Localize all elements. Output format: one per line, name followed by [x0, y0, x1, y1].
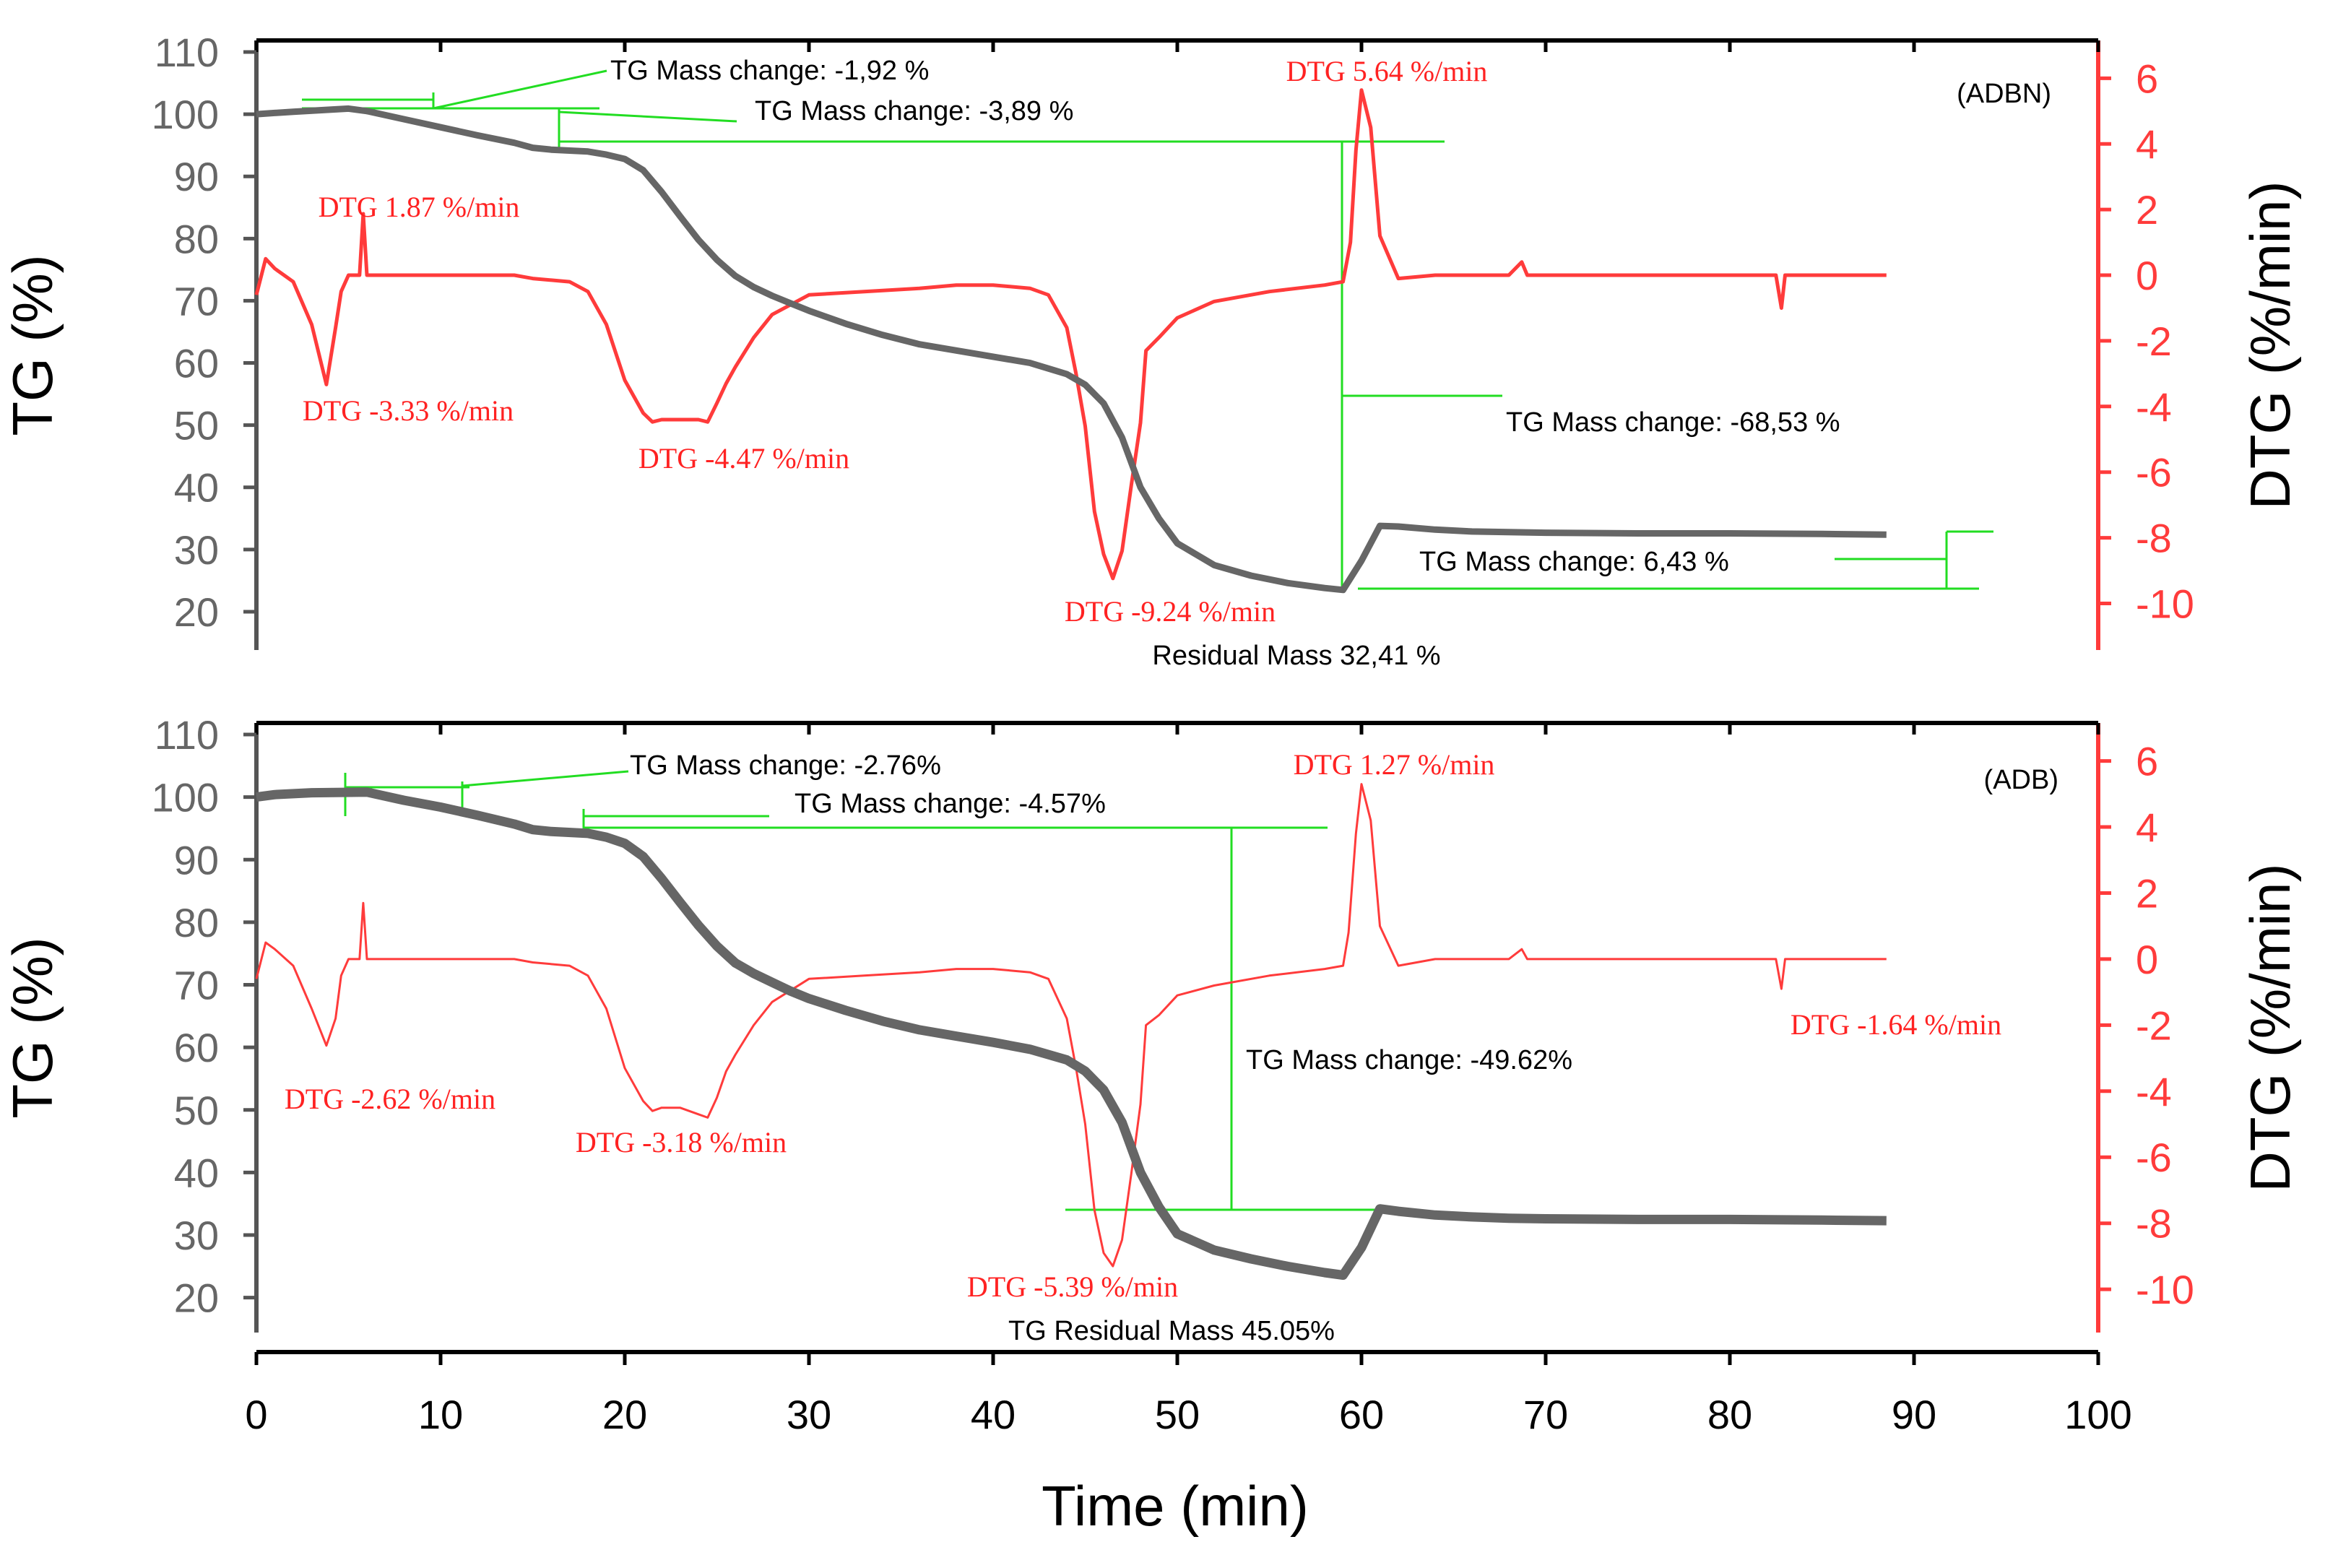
right-y-axis-title: DTG (%/min) [2238, 181, 2302, 510]
right-y-tick-label: 2 [2136, 870, 2158, 916]
dtg-series-line [254, 88, 1887, 581]
tg-annotation: TG Mass change: 6,43 % [1419, 547, 1729, 577]
left-y-tick-label: 90 [174, 837, 219, 883]
right-y-tick-label: -10 [2136, 1267, 2194, 1312]
left-y-tick-label: 20 [174, 589, 219, 635]
right-y-tick-label: 6 [2136, 56, 2158, 101]
x-tick-label: 60 [1339, 1392, 1384, 1437]
left-y-tick-label: 40 [174, 1150, 219, 1195]
dtg-annotation: DTG -4.47 %/min [638, 442, 849, 475]
dtg-annotation: DTG 5.64 %/min [1286, 55, 1488, 87]
left-y-tick-label: 80 [174, 900, 219, 945]
left-y-tick-label: 30 [174, 1213, 219, 1258]
tg-annotation: (ADBN) [1957, 79, 2051, 109]
dtg-annotation: DTG -2.62 %/min [285, 1083, 495, 1115]
right-y-tick-label: -4 [2136, 1069, 2172, 1114]
x-tick-label: 100 [2064, 1392, 2131, 1437]
annotation-guide-line [462, 770, 629, 787]
panel-adb: 11010090807060504030206420-2-4-6-8-10TG … [1, 712, 2302, 1346]
right-y-tick-label: 6 [2136, 739, 2158, 784]
x-tick-label: 70 [1523, 1392, 1568, 1437]
left-y-tick-label: 70 [174, 963, 219, 1008]
left-y-tick-label: 110 [155, 30, 219, 75]
tg-annotation: (ADB) [1984, 765, 2058, 795]
tg-annotation: TG Mass change: -68,53 % [1506, 407, 1840, 438]
dtg-annotation: DTG 1.27 %/min [1294, 748, 1495, 781]
left-y-tick-label: 50 [174, 1088, 219, 1133]
right-y-tick-label: -4 [2136, 384, 2172, 430]
tg-annotation: TG Mass change: -49.62% [1246, 1045, 1572, 1075]
x-tick-label: 0 [245, 1392, 267, 1437]
tg-series-line [256, 105, 1887, 594]
annotation-guide-line [558, 111, 737, 123]
right-y-tick-label: -6 [2136, 1135, 2172, 1180]
left-y-tick-label: 50 [174, 403, 219, 449]
dtg-annotation: DTG -5.39 %/min [967, 1270, 1178, 1303]
left-y-axis-title: TG (%) [1, 937, 64, 1118]
left-y-tick-label: 100 [152, 92, 219, 137]
tg-series-line [256, 787, 1887, 1280]
tg-annotation: TG Mass change: -2.76% [630, 750, 941, 781]
right-y-tick-label: -8 [2136, 1201, 2172, 1247]
dtg-annotation: DTG -3.18 %/min [576, 1126, 787, 1158]
right-y-tick-label: 2 [2136, 187, 2158, 233]
right-y-tick-label: 0 [2136, 937, 2158, 982]
left-y-tick-label: 40 [174, 465, 219, 511]
annotation-guide-line [433, 69, 607, 110]
x-tick-label: 40 [971, 1392, 1016, 1437]
tg-annotation: Residual Mass 32,41 % [1152, 641, 1440, 671]
x-tick-label: 80 [1707, 1392, 1752, 1437]
tg-annotation: TG Residual Mass 45.05% [1008, 1316, 1335, 1346]
right-y-tick-label: -2 [2136, 319, 2172, 364]
left-y-tick-label: 80 [174, 216, 219, 261]
right-y-tick-label: -2 [2136, 1002, 2172, 1048]
left-y-tick-label: 110 [155, 712, 219, 758]
left-y-tick-label: 60 [174, 1025, 219, 1070]
x-tick-label: 90 [1892, 1392, 1936, 1437]
shared-x-axis: 0 10 20 30 40 50 60 70 80 90 100 [245, 1350, 2132, 1437]
dtg-series-line [255, 783, 1887, 1268]
panel-adbn: 11010090807060504030206420-2-4-6-8-10TG … [1, 30, 2302, 671]
left-y-tick-label: 20 [174, 1275, 219, 1321]
dtg-annotation: DTG -3.33 %/min [303, 394, 514, 427]
left-y-axis-title: TG (%) [1, 254, 64, 436]
x-tick-label: 10 [418, 1392, 463, 1437]
tg-annotation: TG Mass change: -1,92 % [610, 56, 929, 86]
right-y-tick-label: -6 [2136, 450, 2172, 495]
dtg-annotation: DTG -9.24 %/min [1065, 595, 1276, 628]
right-y-tick-label: 4 [2136, 121, 2158, 167]
x-tick-label: 20 [602, 1392, 647, 1437]
x-axis-title: Time (min) [1042, 1474, 1309, 1538]
left-y-tick-label: 60 [174, 341, 219, 386]
x-tick-label: 50 [1155, 1392, 1200, 1437]
right-y-axis-title: DTG (%/min) [2238, 864, 2302, 1192]
right-y-tick-label: 0 [2136, 253, 2158, 298]
dtg-annotation: DTG -1.64 %/min [1791, 1008, 2001, 1041]
left-y-tick-label: 30 [174, 527, 219, 573]
x-tick-label: 30 [787, 1392, 831, 1437]
tg-annotation: TG Mass change: -3,89 % [755, 96, 1073, 126]
tg-annotation: TG Mass change: -4.57% [795, 789, 1106, 819]
right-y-tick-label: 4 [2136, 805, 2158, 850]
left-y-tick-label: 90 [174, 154, 219, 199]
left-y-tick-label: 100 [152, 775, 219, 820]
right-y-tick-label: -10 [2136, 581, 2194, 626]
dtg-annotation: DTG 1.87 %/min [319, 191, 520, 223]
left-y-tick-label: 70 [174, 278, 219, 324]
right-y-tick-label: -8 [2136, 516, 2172, 561]
